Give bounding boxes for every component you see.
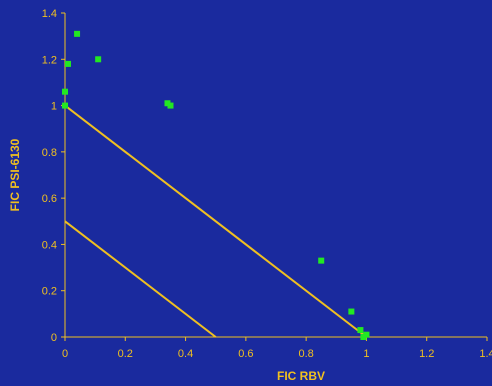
data-point (318, 257, 325, 264)
data-point (164, 100, 171, 107)
x-axis-title: FIC RBV (277, 369, 325, 383)
y-tick-label: 0 (51, 332, 57, 344)
y-tick-label: 0.6 (42, 193, 57, 205)
data-point (62, 88, 68, 95)
isobologram-line-2 (64, 220, 217, 338)
y-tick-label: 1.2 (42, 54, 57, 66)
y-tick-label: 1.4 (42, 8, 57, 20)
data-point (65, 60, 72, 67)
x-tick-label: 0.4 (178, 348, 193, 360)
data-point (95, 56, 102, 63)
data-point (360, 334, 367, 340)
data-point (74, 30, 81, 37)
data-point (167, 102, 174, 109)
isobologram-line-1 (64, 104, 368, 338)
y-tick-label: 1 (51, 101, 57, 113)
x-tick-label: 0.6 (238, 348, 253, 360)
y-axis-title: FIC PSI-6130 (8, 138, 22, 211)
x-tick-label: 1.2 (419, 348, 434, 360)
x-tick-label: 0.8 (298, 348, 313, 360)
x-tick-label: 0 (62, 348, 68, 360)
data-point (62, 102, 68, 109)
x-tick-label: 1 (363, 348, 369, 360)
y-tick-label: 0.8 (42, 147, 57, 159)
x-tick-label: 0.2 (118, 348, 133, 360)
data-point (357, 327, 364, 334)
data-point (363, 331, 370, 338)
data-point (348, 308, 355, 315)
y-tick-label: 0.4 (42, 239, 57, 251)
x-tick-label: 1.4 (479, 348, 492, 360)
y-tick-label: 0.2 (42, 286, 57, 298)
